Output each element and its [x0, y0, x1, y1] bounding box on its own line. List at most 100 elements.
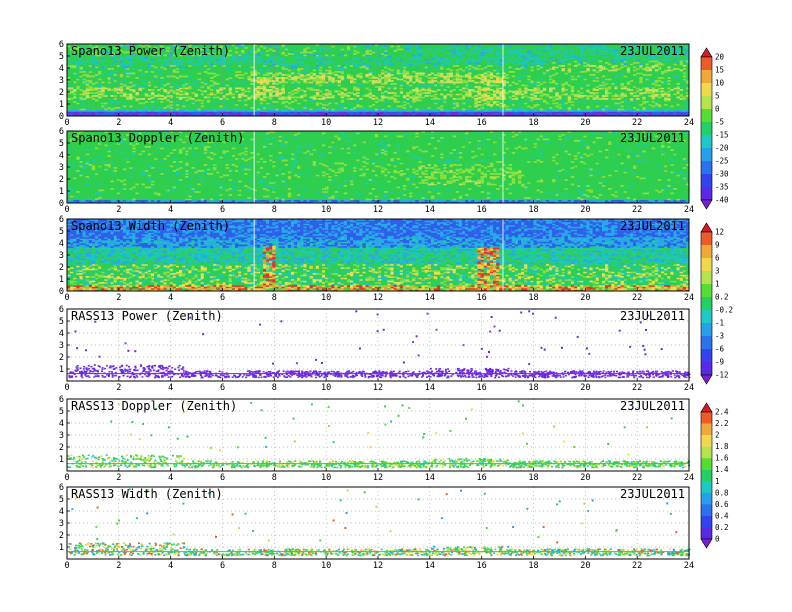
data-cell: [511, 54, 516, 57]
data-cell: [82, 77, 86, 79]
data-cell: [269, 92, 273, 94]
data-cell: [458, 56, 463, 58]
data-cell: [67, 59, 71, 61]
data-cell: [94, 95, 99, 97]
data-cell: [545, 107, 550, 109]
data-cell: [101, 60, 105, 63]
data-cell: [384, 102, 388, 105]
data-cell: [570, 99, 575, 102]
data-cell: [418, 81, 422, 84]
data-cell: [381, 107, 385, 109]
data-cell: [328, 74, 332, 76]
data-cell: [250, 114, 254, 117]
data-cell: [322, 56, 326, 58]
data-cell: [219, 92, 223, 94]
data-cell: [234, 59, 239, 61]
data-cell: [384, 78, 388, 81]
data-cell: [91, 104, 96, 106]
data-cell: [253, 93, 258, 96]
data-cell: [539, 48, 544, 51]
data-cell: [306, 113, 310, 115]
data-cell: [396, 98, 401, 100]
data-cell: [365, 47, 369, 49]
data-cell: [241, 89, 245, 91]
data-cell: [107, 77, 111, 79]
data-cell: [458, 98, 463, 100]
data-cell: [486, 47, 491, 49]
data-cell: [169, 75, 174, 78]
data-cell: [272, 105, 276, 108]
data-cell: [545, 83, 550, 85]
data-cell: [393, 47, 397, 49]
data-cell: [290, 59, 295, 61]
data-cell: [113, 47, 118, 49]
data-cell: [144, 44, 149, 46]
data-cell: [399, 108, 404, 111]
data-cell: [343, 98, 348, 100]
data-cell: [188, 111, 192, 114]
data-cell: [169, 65, 174, 67]
data-cell: [135, 53, 139, 55]
data-cell: [175, 72, 180, 75]
data-cell: [119, 83, 124, 85]
data-cell: [287, 63, 292, 66]
data-cell: [213, 101, 217, 103]
data-cell: [371, 71, 376, 73]
data-cell: [331, 96, 335, 99]
data-cell: [465, 96, 469, 99]
data-cell: [527, 108, 531, 111]
data-cell: [259, 71, 264, 73]
data-cell: [415, 99, 419, 102]
data-cell: [381, 98, 385, 100]
data-cell: [443, 54, 447, 57]
data-cell: [402, 96, 407, 99]
data-cell: [412, 114, 416, 117]
data-cell: [290, 48, 295, 51]
data-cell: [244, 86, 248, 88]
data-cell: [300, 92, 304, 94]
data-cell: [166, 102, 170, 105]
data-cell: [256, 69, 261, 72]
data-cell: [222, 56, 226, 58]
data-cell: [396, 69, 401, 72]
data-cell: [337, 65, 341, 67]
data-cell: [433, 54, 438, 57]
data-cell: [138, 50, 142, 52]
data-cell: [399, 71, 404, 73]
data-cell: [374, 62, 379, 64]
data-cell: [197, 81, 202, 84]
data-cell: [73, 47, 77, 49]
data-cell: [365, 50, 369, 52]
data-cell: [144, 110, 149, 112]
data-cell: [318, 50, 323, 52]
data-cell: [452, 81, 457, 84]
data-cell: [262, 111, 267, 114]
data-cell: [110, 71, 114, 73]
data-cell: [107, 110, 111, 112]
data-cell: [219, 113, 223, 115]
data-cell: [234, 51, 239, 54]
data-cell: [234, 54, 239, 57]
data-cell: [284, 87, 289, 90]
data-cell: [623, 93, 628, 96]
data-cell: [259, 92, 264, 94]
data-cell: [122, 71, 127, 73]
data-cell: [573, 105, 578, 108]
data-cell: [73, 56, 77, 58]
data-cell: [206, 107, 211, 109]
data-cell: [154, 77, 158, 79]
data-cell: [163, 101, 167, 103]
data-cell: [359, 71, 363, 73]
data-cell: [415, 80, 419, 82]
data-cell: [455, 98, 460, 100]
data-cell: [122, 81, 127, 84]
data-cell: [350, 60, 354, 63]
data-cell: [362, 75, 366, 78]
data-cell: [418, 59, 422, 61]
data-cell: [169, 90, 174, 93]
data-cell: [465, 81, 469, 84]
data-cell: [555, 105, 559, 108]
data-cell: [269, 50, 273, 52]
data-cell: [378, 78, 382, 81]
data-cell: [160, 51, 164, 54]
